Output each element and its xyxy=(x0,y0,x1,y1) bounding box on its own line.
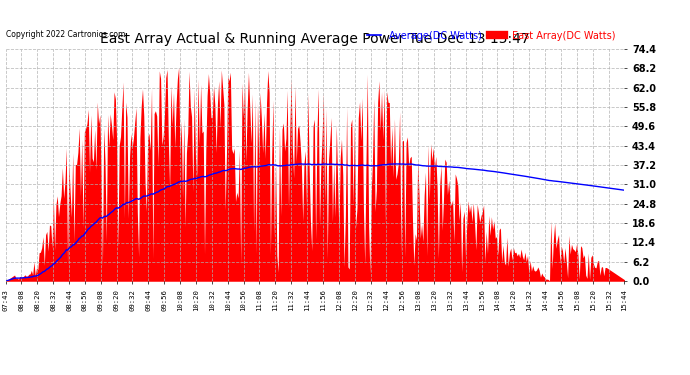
Text: Copyright 2022 Cartronics.com: Copyright 2022 Cartronics.com xyxy=(6,30,125,39)
Title: East Array Actual & Running Average Power Tue Dec 13 15:47: East Array Actual & Running Average Powe… xyxy=(100,32,530,46)
Legend: Average(DC Watts), East Array(DC Watts): Average(DC Watts), East Array(DC Watts) xyxy=(363,27,620,45)
